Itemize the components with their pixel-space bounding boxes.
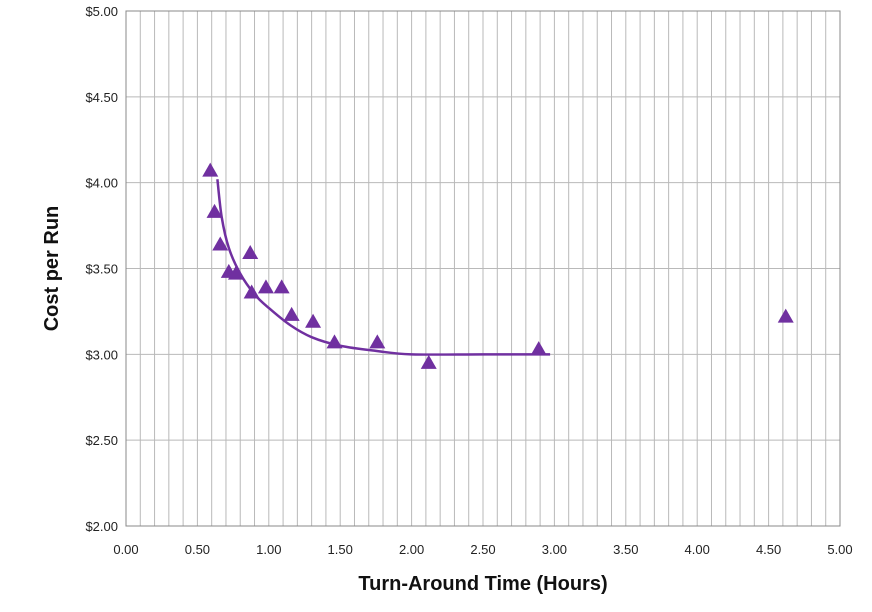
x-tick-label: 2.50 bbox=[470, 542, 495, 557]
plot-area bbox=[125, 10, 841, 527]
data-point-triangle bbox=[283, 306, 300, 321]
data-point-triangle bbox=[777, 308, 794, 323]
y-tick-label: $3.50 bbox=[85, 262, 118, 277]
y-tick-label: $2.00 bbox=[85, 519, 118, 534]
data-point-triangle bbox=[206, 203, 223, 218]
x-tick-label: 4.50 bbox=[756, 542, 781, 557]
data-point-triangle bbox=[420, 354, 437, 369]
x-tick-label: 3.50 bbox=[613, 542, 638, 557]
data-point-triangle bbox=[530, 341, 547, 356]
data-point-triangle bbox=[202, 162, 219, 177]
data-point-triangle bbox=[212, 236, 229, 251]
data-point-triangle bbox=[273, 279, 290, 294]
y-tick-label: $5.00 bbox=[85, 4, 118, 19]
x-tick-label: 3.00 bbox=[542, 542, 567, 557]
data-point-triangle bbox=[227, 265, 244, 280]
y-tick-label: $4.50 bbox=[85, 90, 118, 105]
trendline bbox=[216, 179, 551, 356]
data-point-triangle bbox=[257, 279, 274, 294]
data-point-triangle bbox=[242, 245, 259, 260]
y-axis-title: Cost per Run bbox=[41, 206, 63, 332]
x-tick-label: 2.00 bbox=[399, 542, 424, 557]
data-point-triangle bbox=[243, 284, 260, 299]
x-tick-label: 0.50 bbox=[185, 542, 210, 557]
grid bbox=[125, 10, 841, 527]
x-tick-label: 5.00 bbox=[827, 542, 852, 557]
data-point-triangle bbox=[369, 334, 386, 349]
x-tick-label: 1.50 bbox=[328, 542, 353, 557]
x-axis-title: Turn-Around Time (Hours) bbox=[358, 573, 607, 595]
x-tick-label: 4.00 bbox=[685, 542, 710, 557]
x-tick-label: 0.00 bbox=[113, 542, 138, 557]
data-point-triangle bbox=[326, 334, 343, 349]
y-tick-label: $2.50 bbox=[85, 433, 118, 448]
data-point-triangle bbox=[305, 313, 322, 328]
x-tick-label: 1.00 bbox=[256, 542, 281, 557]
y-axis-ticks: $2.00 $2.50 $3.00 $3.50 $4.00 $4.50 $5.00 bbox=[85, 4, 118, 534]
y-tick-label: $3.00 bbox=[85, 347, 118, 362]
data-points bbox=[202, 162, 794, 369]
y-tick-label: $4.00 bbox=[85, 176, 118, 191]
x-axis-ticks: 0.00 0.50 1.00 1.50 2.00 2.50 3.00 3.50 4.00 4.50… bbox=[113, 542, 852, 557]
